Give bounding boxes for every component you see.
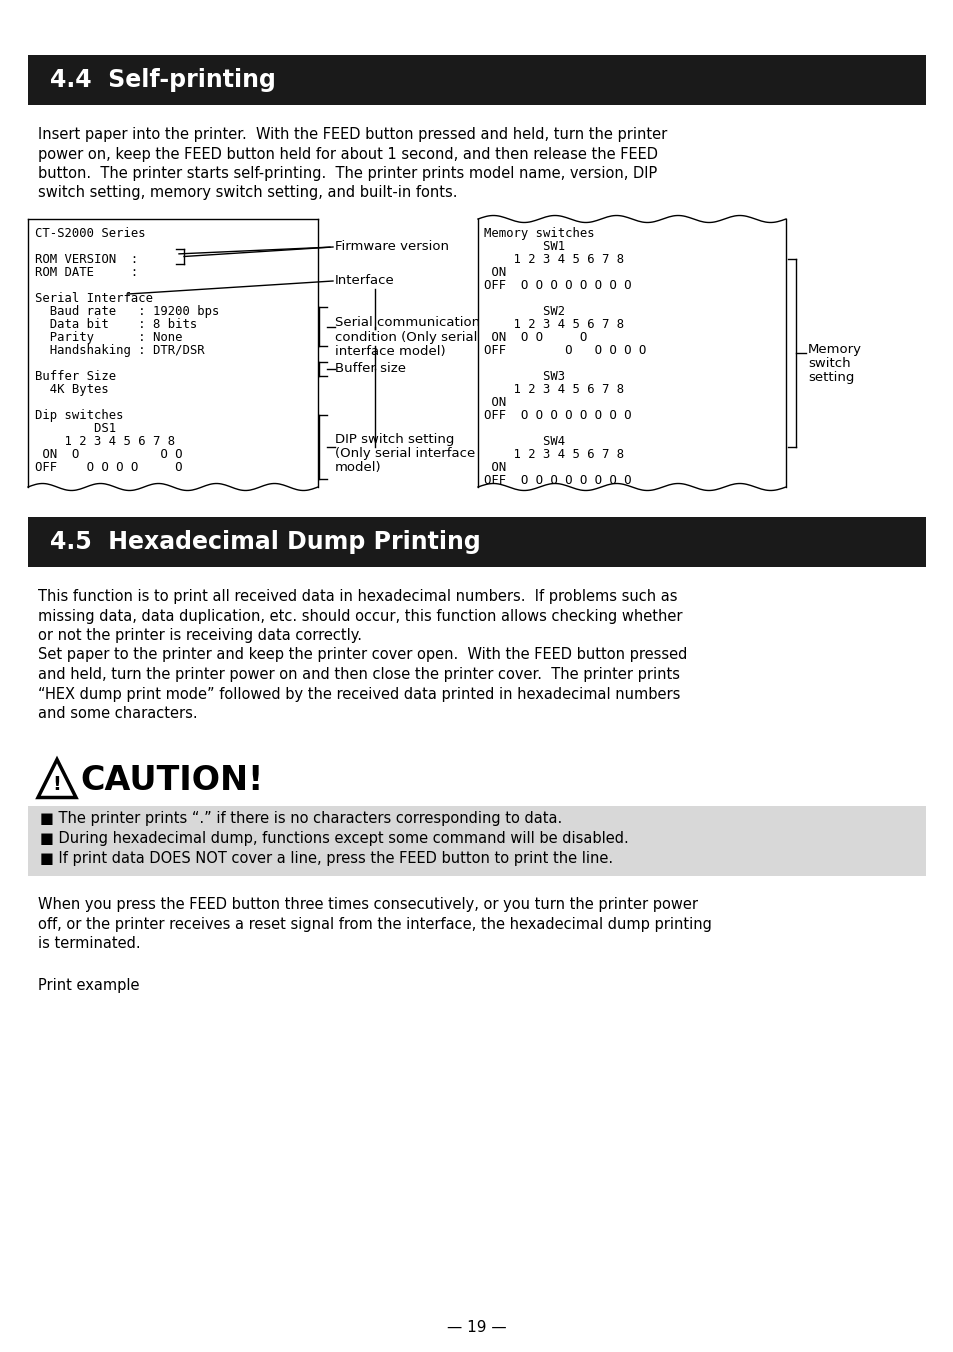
- Text: 1 2 3 4 5 6 7 8: 1 2 3 4 5 6 7 8: [35, 435, 175, 448]
- Text: DS1: DS1: [35, 422, 116, 435]
- Text: !: !: [52, 775, 61, 794]
- Text: Data bit    : 8 bits: Data bit : 8 bits: [35, 318, 197, 331]
- Text: condition (Only serial: condition (Only serial: [335, 330, 476, 343]
- Bar: [28, 806, 925, 876]
- Text: ROM VERSION  :: ROM VERSION :: [35, 253, 138, 266]
- Text: button.  The printer starts self-printing.  The printer prints model name, versi: button. The printer starts self-printing…: [38, 166, 657, 181]
- Text: ■ If print data DOES NOT cover a line, press the FEED button to print the line.: ■ If print data DOES NOT cover a line, p…: [40, 852, 613, 867]
- Text: (Only serial interface: (Only serial interface: [335, 448, 475, 460]
- Text: and held, turn the printer power on and then close the printer cover.  The print: and held, turn the printer power on and …: [38, 667, 679, 681]
- Text: Memory: Memory: [807, 343, 862, 356]
- Text: interface model): interface model): [335, 345, 445, 357]
- Text: 1 2 3 4 5 6 7 8: 1 2 3 4 5 6 7 8: [483, 383, 623, 396]
- Text: 1 2 3 4 5 6 7 8: 1 2 3 4 5 6 7 8: [483, 253, 623, 266]
- Text: 1 2 3 4 5 6 7 8: 1 2 3 4 5 6 7 8: [483, 448, 623, 461]
- Text: ON: ON: [483, 396, 506, 410]
- Text: and some characters.: and some characters.: [38, 706, 197, 721]
- Text: Serial Interface: Serial Interface: [35, 292, 152, 306]
- Text: Handshaking : DTR/DSR: Handshaking : DTR/DSR: [35, 343, 204, 357]
- Text: SW3: SW3: [483, 370, 564, 383]
- Text: — 19 —: — 19 —: [447, 1320, 506, 1334]
- Text: ■ During hexadecimal dump, functions except some command will be disabled.: ■ During hexadecimal dump, functions exc…: [40, 831, 628, 846]
- Text: ON  O           O O: ON O O O: [35, 448, 182, 461]
- Text: Insert paper into the printer.  With the FEED button pressed and held, turn the : Insert paper into the printer. With the …: [38, 127, 666, 142]
- Text: Buffer Size: Buffer Size: [35, 370, 116, 383]
- Text: model): model): [335, 461, 381, 475]
- Text: 1 2 3 4 5 6 7 8: 1 2 3 4 5 6 7 8: [483, 318, 623, 331]
- Bar: [28, 55, 925, 105]
- Text: Set paper to the printer and keep the printer cover open.  With the FEED button : Set paper to the printer and keep the pr…: [38, 648, 687, 662]
- Text: OFF  O O O O O O O O: OFF O O O O O O O O: [483, 279, 631, 292]
- Text: ON: ON: [483, 461, 506, 475]
- Text: Dip switches: Dip switches: [35, 410, 123, 422]
- Text: Parity      : None: Parity : None: [35, 331, 182, 343]
- Text: ON  O O     O: ON O O O: [483, 331, 587, 343]
- Text: 4.5  Hexadecimal Dump Printing: 4.5 Hexadecimal Dump Printing: [50, 530, 480, 554]
- Text: CAUTION!: CAUTION!: [80, 764, 263, 796]
- Text: CT-S2000 Series: CT-S2000 Series: [35, 227, 146, 241]
- Text: switch: switch: [807, 357, 850, 370]
- Text: ROM DATE     :: ROM DATE :: [35, 266, 138, 279]
- Text: SW1: SW1: [483, 241, 564, 253]
- Text: 4K Bytes: 4K Bytes: [35, 383, 109, 396]
- Text: SW4: SW4: [483, 435, 564, 448]
- Bar: [28, 516, 925, 566]
- Text: power on, keep the FEED button held for about 1 second, and then release the FEE: power on, keep the FEED button held for …: [38, 146, 658, 161]
- Text: When you press the FEED button three times consecutively, or you turn the printe: When you press the FEED button three tim…: [38, 898, 698, 913]
- Text: “HEX dump print mode” followed by the received data printed in hexadecimal numbe: “HEX dump print mode” followed by the re…: [38, 687, 679, 702]
- Text: Firmware version: Firmware version: [335, 241, 449, 254]
- Text: ON: ON: [483, 266, 506, 279]
- Text: DIP switch setting: DIP switch setting: [335, 433, 454, 446]
- Text: Baud rate   : 19200 bps: Baud rate : 19200 bps: [35, 306, 219, 318]
- Text: missing data, data duplication, etc. should occur, this function allows checking: missing data, data duplication, etc. sho…: [38, 608, 681, 623]
- Text: off, or the printer receives a reset signal from the interface, the hexadecimal : off, or the printer receives a reset sig…: [38, 917, 711, 932]
- Text: or not the printer is receiving data correctly.: or not the printer is receiving data cor…: [38, 627, 361, 644]
- Text: OFF    O O O O     O: OFF O O O O O: [35, 461, 182, 475]
- Text: OFF        O   O O O O: OFF O O O O O: [483, 343, 645, 357]
- Text: Serial communication: Serial communication: [335, 316, 479, 330]
- Text: SW2: SW2: [483, 306, 564, 318]
- Text: OFF  O O O O O O O O: OFF O O O O O O O O: [483, 475, 631, 487]
- Text: ■ The printer prints “.” if there is no characters corresponding to data.: ■ The printer prints “.” if there is no …: [40, 811, 561, 826]
- Text: is terminated.: is terminated.: [38, 937, 140, 952]
- Text: Interface: Interface: [335, 274, 395, 288]
- Text: OFF  O O O O O O O O: OFF O O O O O O O O: [483, 410, 631, 422]
- Text: This function is to print all received data in hexadecimal numbers.  If problems: This function is to print all received d…: [38, 589, 677, 604]
- Text: switch setting, memory switch setting, and built-in fonts.: switch setting, memory switch setting, a…: [38, 185, 457, 200]
- Text: Buffer size: Buffer size: [335, 362, 406, 375]
- Text: Print example: Print example: [38, 977, 139, 992]
- Text: 4.4  Self-printing: 4.4 Self-printing: [50, 68, 275, 92]
- Text: Memory switches: Memory switches: [483, 227, 594, 241]
- Text: setting: setting: [807, 370, 854, 384]
